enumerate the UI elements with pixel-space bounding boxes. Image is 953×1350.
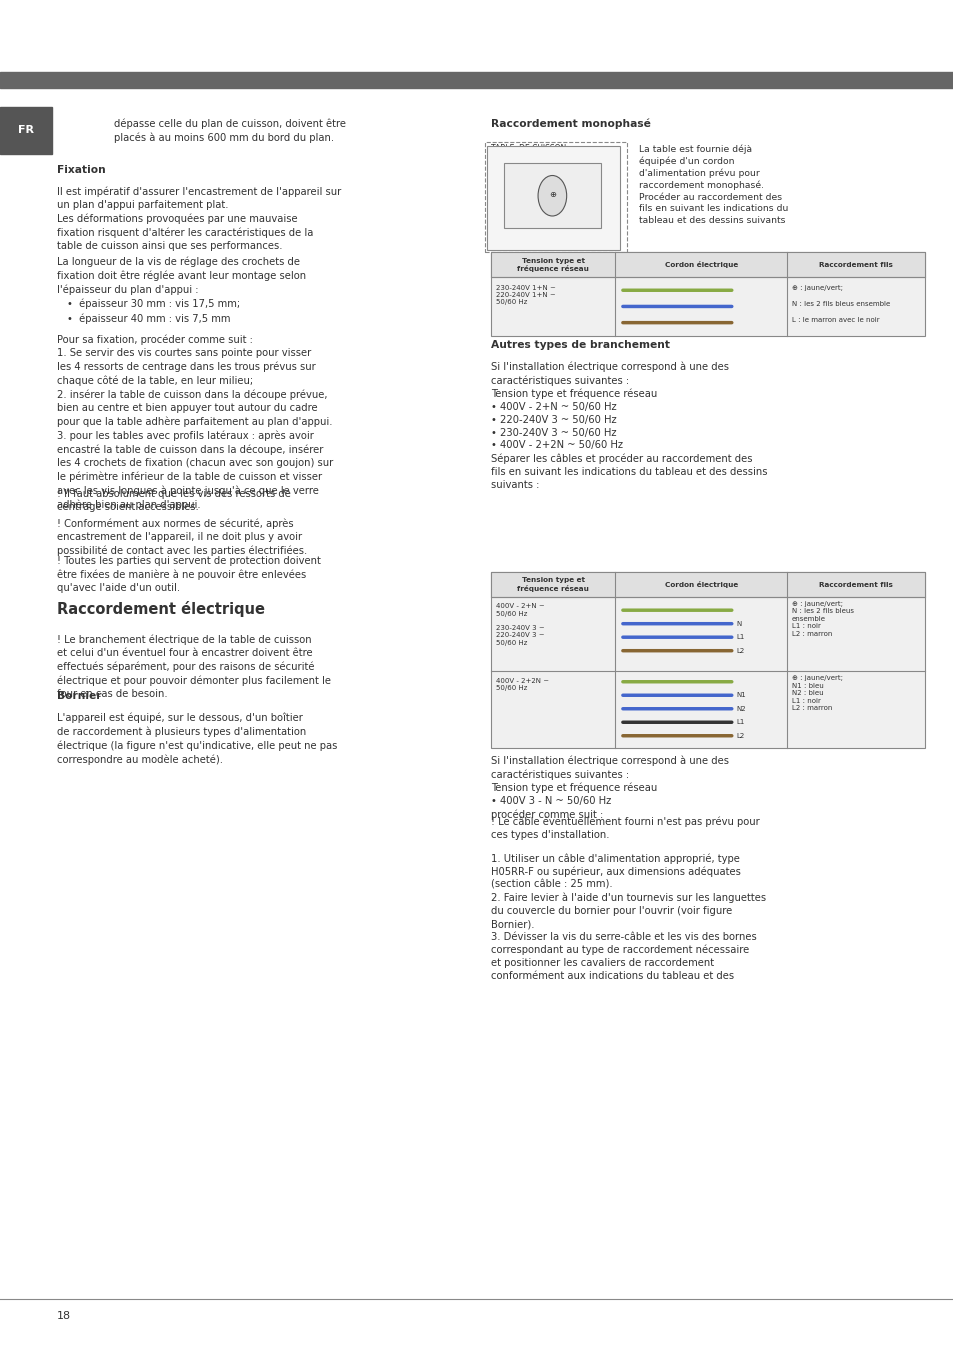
Text: L2: L2	[736, 648, 744, 653]
Text: Fixation: Fixation	[57, 165, 106, 174]
Text: Autres types de branchement: Autres types de branchement	[491, 340, 670, 350]
Text: ⊕ : jaune/vert;
N1 : bleu
N2 : bleu
L1 : noir
L2 : marron: ⊕ : jaune/vert; N1 : bleu N2 : bleu L1 :…	[791, 675, 841, 711]
Text: ! Le branchement électrique de la table de cuisson
et celui d'un éventuel four à: ! Le branchement électrique de la table …	[57, 634, 331, 699]
FancyBboxPatch shape	[486, 146, 619, 250]
Text: Raccordement fils: Raccordement fils	[819, 262, 892, 267]
Bar	[491, 252, 924, 336]
Text: Raccordement électrique: Raccordement électrique	[57, 601, 265, 617]
Text: Pour sa fixation, procéder comme suit :
1. Se servir des vis courtes sans pointe: Pour sa fixation, procéder comme suit : …	[57, 335, 334, 510]
Text: 400V - 2+2N ~
50/60 Hz: 400V - 2+2N ~ 50/60 Hz	[496, 678, 549, 691]
Text: Il est impératif d'assurer l'encastrement de l'appareil sur
un plan d'appui parf: Il est impératif d'assurer l'encastremen…	[57, 186, 341, 251]
Text: 1. Utiliser un câble d'alimentation approprié, type
H05RR-F ou supérieur, aux di: 1. Utiliser un câble d'alimentation appr…	[491, 853, 765, 981]
Bar	[491, 252, 924, 277]
Bar	[491, 572, 924, 597]
Text: Si l'installation électrique correspond à une des
caractéristiques suivantes :
T: Si l'installation électrique correspond …	[491, 362, 767, 490]
Text: L1: L1	[736, 720, 744, 725]
Text: dépasse celle du plan de cuisson, doivent être
placés à au moins 600 mm du bord : dépasse celle du plan de cuisson, doiven…	[114, 119, 346, 143]
Text: ⊕ : jaune/vert;
N : les 2 fils bleus
ensemble
L1 : noir
L2 : marron: ⊕ : jaune/vert; N : les 2 fils bleus ens…	[791, 601, 853, 637]
Text: •  épaisseur 40 mm : vis 7,5 mm: • épaisseur 40 mm : vis 7,5 mm	[67, 313, 230, 324]
Text: N : les 2 fils bleus ensemble: N : les 2 fils bleus ensemble	[791, 301, 889, 306]
Text: 230-240V 1+N ~
220-240V 1+N ~
50/60 Hz: 230-240V 1+N ~ 220-240V 1+N ~ 50/60 Hz	[496, 285, 556, 305]
Text: Bornier: Bornier	[57, 691, 102, 701]
Text: N1: N1	[736, 693, 745, 698]
Text: L2: L2	[736, 733, 744, 738]
FancyBboxPatch shape	[503, 163, 600, 228]
Text: Tension type et
fréquence réseau: Tension type et fréquence réseau	[517, 578, 589, 591]
Text: L : le marron avec le noir: L : le marron avec le noir	[791, 317, 879, 323]
Text: FR: FR	[18, 126, 34, 135]
Text: ! Il faut absolument que les vis des ressorts de
centrage soient accessibles.: ! Il faut absolument que les vis des res…	[57, 489, 291, 512]
Text: Raccordement monophasé: Raccordement monophasé	[491, 119, 651, 130]
Text: 400V - 2+N ~
50/60 Hz

230-240V 3 ~
220-240V 3 ~
50/60 Hz: 400V - 2+N ~ 50/60 Hz 230-240V 3 ~ 220-2…	[496, 603, 544, 645]
Text: L1: L1	[736, 634, 744, 640]
Text: Raccordement fils: Raccordement fils	[819, 582, 892, 587]
Text: ! Le câble éventuellement fourni n'est pas prévu pour
ces types d'installation.: ! Le câble éventuellement fourni n'est p…	[491, 817, 760, 840]
Bar	[0, 107, 52, 154]
Text: Cordon électrique: Cordon électrique	[664, 580, 737, 589]
Bar	[491, 572, 924, 748]
Text: N2: N2	[736, 706, 745, 711]
Text: Tension type et
fréquence réseau: Tension type et fréquence réseau	[517, 258, 589, 271]
Text: N: N	[736, 621, 741, 626]
Bar	[0, 72, 953, 88]
Circle shape	[537, 176, 566, 216]
Text: ⊕ : jaune/vert;: ⊕ : jaune/vert;	[791, 285, 841, 290]
Text: ! Toutes les parties qui servent de protection doivent
être fixées de manière à : ! Toutes les parties qui servent de prot…	[57, 556, 321, 593]
Text: L'appareil est équipé, sur le dessous, d'un boîtier
de raccordement à plusieurs : L'appareil est équipé, sur le dessous, d…	[57, 713, 337, 765]
Text: TABLE  DE CUISSON
RETOURNÉE: TABLE DE CUISSON RETOURNÉE	[491, 144, 566, 165]
Text: La longueur de la vis de réglage des crochets de
fixation doit être réglée avant: La longueur de la vis de réglage des cro…	[57, 256, 306, 294]
Text: Cordon électrique: Cordon électrique	[664, 261, 737, 269]
Text: 18: 18	[57, 1311, 71, 1322]
Text: •  épaisseur 30 mm : vis 17,5 mm;: • épaisseur 30 mm : vis 17,5 mm;	[67, 298, 239, 309]
Text: ⊕: ⊕	[548, 190, 556, 198]
Text: La table est fournie déjà
équipée d'un cordon
d'alimentation prévu pour
raccorde: La table est fournie déjà équipée d'un c…	[639, 144, 788, 224]
Text: ! Conformément aux normes de sécurité, après
encastrement de l'appareil, il ne d: ! Conformément aux normes de sécurité, a…	[57, 518, 307, 556]
Text: Si l'installation électrique correspond à une des
caractéristiques suivantes :
T: Si l'installation électrique correspond …	[491, 756, 728, 819]
